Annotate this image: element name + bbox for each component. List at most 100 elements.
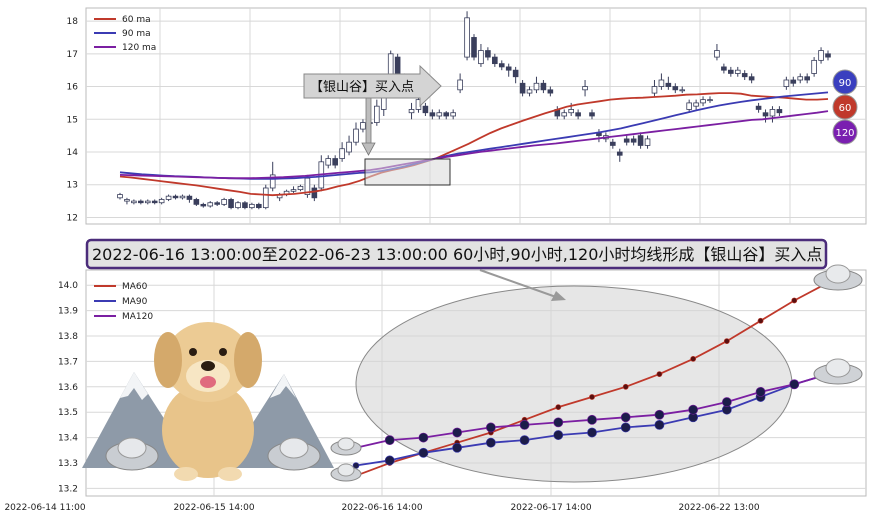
- candle-body: [360, 122, 366, 130]
- candle: [825, 50, 831, 61]
- top-grid: [86, 8, 866, 224]
- candle-body: [741, 73, 748, 78]
- mascot-illustration: [82, 322, 334, 481]
- candle: [797, 73, 804, 84]
- candle-body: [422, 105, 429, 114]
- legend-label-90ma: 90 ma: [122, 29, 151, 39]
- point-MA120: [553, 417, 564, 428]
- candle: [138, 199, 144, 205]
- candle-body: [734, 69, 741, 74]
- candle: [630, 135, 637, 146]
- candle-body: [325, 158, 332, 166]
- candle: [450, 109, 456, 120]
- candle: [374, 99, 380, 126]
- candle-body: [165, 195, 172, 200]
- candle-body: [249, 203, 255, 209]
- y-tick-label: 14: [67, 148, 79, 158]
- legend-label-120ma: 120 ma: [122, 43, 156, 53]
- candle: [707, 96, 713, 103]
- y-tick-label: 16: [67, 83, 79, 93]
- y-tick-label: 13.2: [58, 484, 78, 494]
- candle-body: [262, 187, 269, 209]
- candle: [332, 155, 338, 169]
- candle-body: [186, 195, 193, 200]
- candle: [734, 66, 741, 77]
- candle: [485, 47, 491, 61]
- candle: [533, 76, 540, 94]
- candle-body: [679, 89, 686, 92]
- point-MA60: [622, 383, 629, 390]
- candle: [228, 197, 234, 210]
- point-MA120: [519, 419, 530, 430]
- candle-body: [269, 174, 276, 189]
- silver-ingot-icon: [813, 358, 863, 385]
- candle: [776, 106, 783, 116]
- legend-label-MA90: MA90: [122, 297, 148, 307]
- point-MA120: [789, 379, 800, 390]
- candle: [526, 86, 533, 97]
- x-tick-label: 2022-06-17 14:00: [510, 503, 591, 513]
- candle-body: [762, 112, 769, 117]
- candle-body: [408, 109, 415, 114]
- point-MA120: [452, 427, 463, 438]
- candle: [512, 66, 519, 84]
- candle-body: [776, 109, 783, 114]
- point-MA120: [384, 435, 395, 446]
- candle-body: [429, 112, 436, 117]
- candle-body: [630, 138, 637, 143]
- candle-body: [512, 69, 519, 78]
- candle-body: [672, 86, 679, 91]
- candle-body: [582, 86, 588, 91]
- candle: [519, 80, 526, 97]
- candle: [478, 44, 484, 67]
- silver-ingot-icon: [330, 437, 362, 456]
- candle: [728, 66, 734, 77]
- candle: [131, 199, 137, 205]
- candle: [290, 186, 297, 193]
- candle-body: [533, 82, 540, 91]
- candle: [464, 11, 470, 61]
- candle-body: [457, 79, 463, 91]
- candle: [651, 80, 658, 97]
- candle-body: [256, 203, 262, 209]
- candle: [429, 109, 436, 120]
- candle: [665, 76, 672, 90]
- candle: [471, 34, 477, 61]
- badge-120ma-label: 120: [835, 128, 854, 139]
- candle-body: [228, 199, 234, 209]
- candle: [124, 197, 130, 205]
- candle-body: [714, 50, 720, 58]
- point-MA90: [418, 447, 429, 458]
- candle: [436, 109, 443, 120]
- y-tick-label: 13.3: [58, 459, 78, 469]
- candle-body: [471, 37, 477, 58]
- candle-body: [575, 112, 581, 117]
- candle-body: [790, 79, 797, 84]
- candle-body: [221, 199, 227, 205]
- y-tick-label: 12: [67, 213, 78, 223]
- candle: [144, 199, 151, 205]
- point-MA120: [721, 397, 732, 407]
- candle-body: [797, 76, 804, 81]
- candle: [804, 73, 810, 84]
- candle: [783, 76, 790, 90]
- candle-body: [179, 195, 186, 199]
- signal-highlight-box: [364, 158, 451, 186]
- candle: [672, 83, 679, 94]
- ma-line-ma120: [119, 110, 829, 180]
- banner-title: 2022-06-16 13:00:00至2022-06-23 13:00:00 …: [92, 245, 822, 264]
- candle-body: [450, 112, 456, 117]
- candle-body: [540, 82, 547, 91]
- point-MA60: [555, 404, 562, 411]
- candle: [422, 102, 429, 116]
- candle: [186, 194, 193, 203]
- point-MA60: [690, 355, 697, 362]
- candle: [644, 135, 651, 149]
- candle: [339, 142, 345, 162]
- candle-body: [353, 128, 359, 143]
- candle-body: [311, 187, 318, 199]
- candle-body: [172, 195, 179, 199]
- x-tick-label: 2022-06-15 14:00: [173, 503, 254, 513]
- candle-body: [748, 76, 755, 81]
- candle-body: [374, 105, 380, 123]
